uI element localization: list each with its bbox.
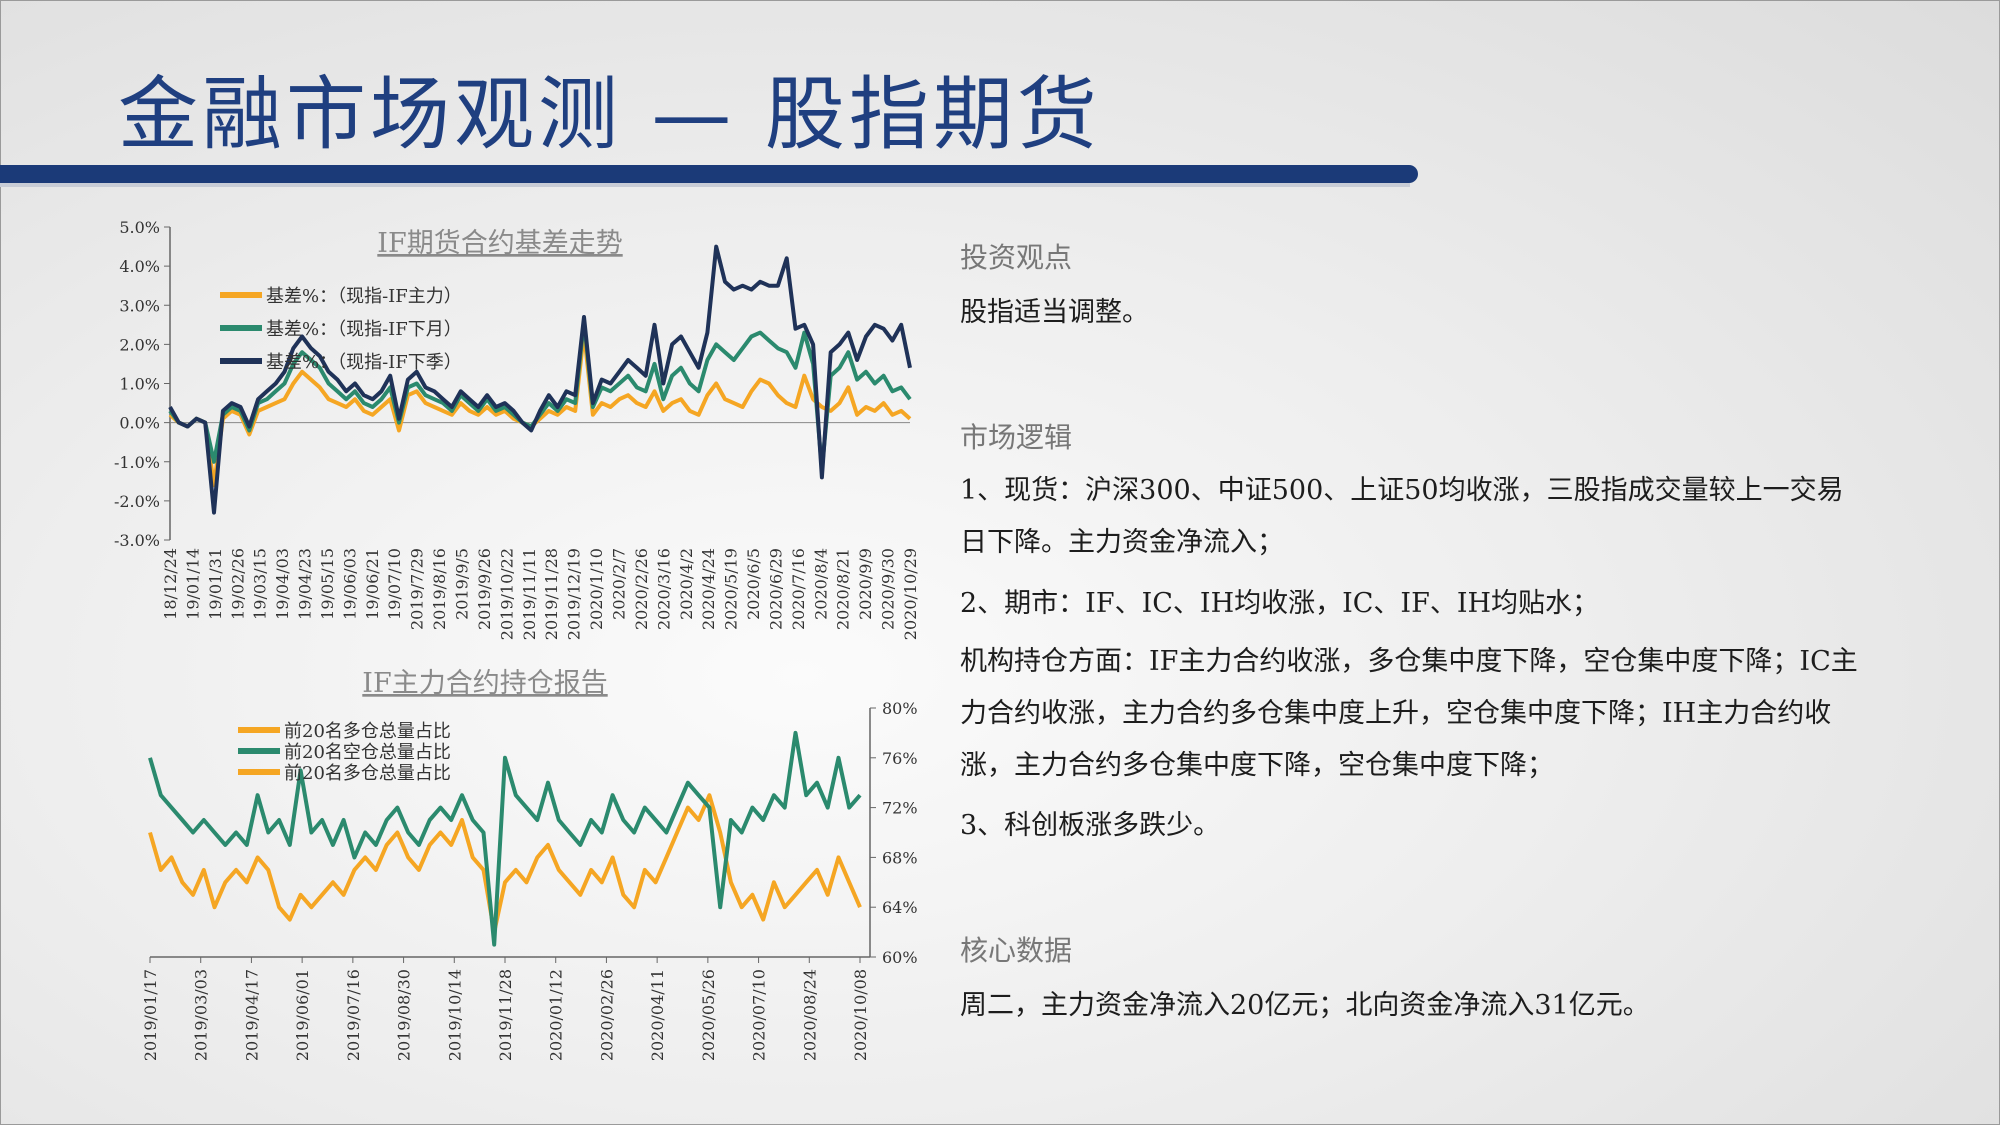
basis-x-tick-label: 2019/8/16: [430, 548, 449, 630]
basis-x-tick-label: 2020/10/29: [901, 548, 920, 640]
basis-x-tick-label: 2020/9/9: [856, 548, 875, 620]
basis-x-tick-label: 19/06/21: [363, 548, 382, 620]
position-x-tick-label: 2020/07/10: [750, 969, 769, 1060]
basis-x-tick-label: 2020/5/19: [722, 548, 741, 630]
basis-y-tick-label: 2.0%: [119, 335, 160, 354]
position-x-tick-label: 2019/03/03: [192, 969, 211, 1060]
position-report-chart: IF主力合约持仓报告 80% 76% 72% 68% 64% 60% 2019/01/17 2…: [141, 668, 918, 1060]
basis-x-tick-label: 19/04/03: [273, 548, 292, 620]
position-legend-label-2: 前20名空仓总量占比: [284, 742, 451, 763]
basis-x-tick-label: 2019/10/22: [497, 548, 516, 640]
basis-x-tick-label: 19/05/15: [318, 548, 337, 620]
position-x-tick-label: 2019/01/17: [141, 969, 160, 1060]
position-x-tick-label: 2020/05/26: [699, 969, 718, 1060]
basis-x-tick-label: 2020/7/16: [789, 548, 808, 630]
market-logic-futures: 2、期市：IF、IC、IH均收涨，IC、IF、IH均贴水；: [960, 588, 1600, 619]
basis-x-tick-label: 2019/9/26: [475, 548, 494, 630]
basis-x-tick-label: 19/07/10: [385, 548, 404, 620]
basis-y-tick-label: -1.0%: [114, 453, 160, 472]
basis-chart-title: IF期货合约基差走势: [377, 228, 622, 259]
basis-x-tick-label: 2020/6/29: [766, 548, 785, 630]
basis-x-tick-label: 2020/4/24: [699, 548, 718, 630]
position-x-tick-label: 2020/01/12: [547, 969, 566, 1060]
position-x-tick-label: 2019/10/14: [445, 969, 464, 1060]
basis-y-tick-label: 1.0%: [119, 375, 160, 394]
basis-x-tick-label: 2019/11/28: [542, 548, 561, 640]
basis-x-tick-label: 2019/9/5: [453, 548, 472, 620]
basis-legend-label-2: 基差%：（现指-IF下月）: [266, 319, 462, 340]
position-x-tick-label: 2019/08/30: [395, 969, 414, 1060]
basis-x-tick-label: 2020/4/2: [677, 548, 696, 620]
basis-x-tick-label: 2020/1/10: [587, 548, 606, 630]
basis-x-tick-label: 2019/12/19: [565, 548, 584, 640]
position-series-line-2: [148, 730, 862, 947]
position-y-tick-label: 76%: [882, 749, 918, 768]
basis-trend-chart: IF期货合约基差走势 5.0% 4.0% 3.0% 2.0% 1.0% 0.0% -1.0%…: [114, 218, 920, 640]
position-x-tick-label: 2019/04/17: [242, 969, 261, 1060]
position-y-tick-label: 60%: [882, 948, 918, 967]
market-logic-heading: 市场逻辑: [960, 421, 1073, 454]
position-series-line-1: [148, 793, 862, 935]
position-x-tick-label: 2020/02/26: [597, 969, 616, 1060]
basis-x-tick-label: 2020/2/26: [632, 548, 651, 630]
basis-x-tick-label: 19/03/15: [251, 548, 270, 620]
position-x-tick-label: 2019/11/28: [496, 969, 515, 1060]
basis-series-line-1: [168, 330, 912, 488]
core-data-heading: 核心数据: [960, 934, 1073, 967]
basis-y-tick-label: 3.0%: [119, 296, 160, 315]
position-legend-label-1: 前20名多仓总量占比: [284, 721, 451, 742]
title-underline-band: [0, 165, 1418, 183]
basis-x-tick-label: 2020/8/21: [834, 548, 853, 630]
basis-legend-label-1: 基差%：（现指-IF主力）: [266, 286, 462, 307]
core-data-text: 周二，主力资金净流入20亿元；北向资金净流入31亿元。: [960, 990, 1650, 1021]
basis-x-tick-label: 19/04/23: [296, 548, 315, 620]
basis-y-tick-label: 5.0%: [119, 218, 160, 237]
investment-view-text: 股指适当调整。: [960, 297, 1149, 328]
basis-x-tick-label: 2020/2/7: [609, 548, 628, 620]
position-legend-label-3: 前20名多仓总量占比: [284, 763, 451, 784]
position-y-tick-label: 72%: [882, 799, 918, 818]
page-title: 金融市场观测 — 股指期货: [118, 68, 1101, 161]
position-x-tick-label: 2020/04/11: [648, 969, 667, 1060]
basis-y-tick-label: 4.0%: [119, 257, 160, 276]
position-x-tick-label: 2019/07/16: [344, 969, 363, 1060]
position-x-tick-label: 2019/06/01: [293, 969, 312, 1060]
basis-y-tick-label: -3.0%: [114, 531, 160, 550]
market-logic-institution: 机构持仓方面：IF主力合约收涨，多仓集中度下降，空仓集中度下降；IC主力合约收涨…: [960, 646, 1858, 781]
basis-x-tick-label: 2020/6/5: [744, 548, 763, 620]
basis-x-tick-label: 2020/9/30: [879, 548, 898, 630]
basis-x-tick-label: 19/06/03: [340, 548, 359, 620]
basis-y-tick-label: 0.0%: [119, 414, 160, 433]
title-underline-shadow: [0, 183, 1410, 187]
basis-x-tick-label: 2020/8/4: [811, 548, 830, 620]
basis-x-tick-label: 2019/7/29: [408, 548, 427, 630]
market-logic-star-market: 3、科创板涨多跌少。: [960, 810, 1221, 841]
basis-x-tick-label: 2020/3/16: [654, 548, 673, 630]
basis-x-tick-label: 19/02/26: [228, 548, 247, 620]
position-chart-title: IF主力合约持仓报告: [362, 668, 607, 699]
position-x-tick-label: 2020/10/08: [851, 969, 870, 1060]
investment-view-heading: 投资观点: [960, 241, 1073, 274]
basis-x-tick-label: 19/01/14: [183, 548, 202, 620]
position-y-tick-label: 64%: [882, 898, 918, 917]
position-y-tick-label: 68%: [882, 848, 918, 867]
basis-x-tick-label: 2019/11/11: [520, 548, 539, 640]
basis-x-tick-label: 18/12/24: [161, 548, 180, 620]
market-logic-spot: 1、现货：沪深300、中证500、上证50均收涨，三股指成交量较上一交易日下降。…: [960, 475, 1844, 558]
position-y-tick-label: 80%: [882, 699, 918, 718]
basis-series-line-3: [168, 244, 912, 515]
basis-x-tick-label: 19/01/31: [206, 548, 225, 620]
basis-y-tick-label: -2.0%: [114, 492, 160, 511]
position-x-tick-label: 2020/08/24: [800, 969, 819, 1060]
basis-legend-label-3: 基差%：（现指-IF下季）: [266, 352, 462, 373]
